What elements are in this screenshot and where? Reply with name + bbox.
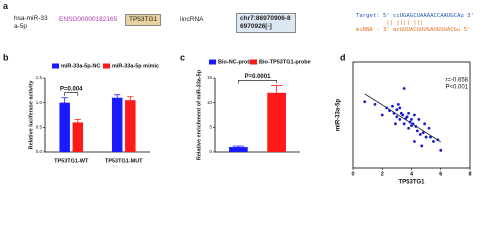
bar [125, 100, 136, 152]
page: {"panel_a": {"label": "a", "mirna": "hsa… [3, 1, 474, 186]
panel-label: c [180, 52, 185, 62]
fit-line [364, 93, 441, 143]
significance-bracket [64, 92, 79, 96]
y-tick-label: 0.0 [36, 149, 43, 154]
legend-label: Bio-NC-probe [218, 59, 254, 65]
legend-label: Bio-TP53TG1-probe [259, 59, 311, 65]
x-tick-label: 0 [351, 171, 354, 177]
point [439, 148, 443, 152]
y-tick-label: 15 [207, 75, 213, 80]
legend-label: miR-33a-5p mimic [112, 63, 159, 69]
point [398, 106, 402, 110]
target-seq: Target: 5' ccUGAGCUAAAACCAAUGCAu 3' [356, 13, 474, 19]
bar [111, 97, 123, 152]
point [395, 108, 399, 112]
bar [72, 122, 84, 152]
point [418, 133, 422, 136]
point [391, 104, 394, 108]
bar [59, 102, 70, 152]
point [429, 135, 432, 139]
point [421, 131, 425, 135]
bar [229, 147, 248, 152]
y-axis-label: Relative luciferase activity [28, 80, 34, 150]
point [415, 129, 419, 133]
y-tick-label: 1.5 [36, 75, 43, 80]
point [410, 118, 413, 121]
panel-label: a [3, 1, 9, 11]
point [424, 135, 428, 139]
x-tick-label: TP53TG1-WT [54, 158, 89, 164]
legend-swatch [209, 59, 216, 65]
annotation: P<0.001 [445, 85, 468, 91]
point [402, 122, 406, 126]
point [427, 126, 431, 130]
point [408, 120, 412, 124]
x-axis-label: TP53TG1 [398, 180, 425, 186]
point [407, 126, 410, 130]
pairing: || |||| ||| [356, 20, 424, 26]
point [417, 118, 421, 121]
point [380, 113, 384, 117]
point [432, 140, 435, 143]
legend-swatch [250, 59, 257, 65]
ensembl-id: ENSG00000182165 [59, 16, 118, 23]
biotype: lincRNA [180, 16, 204, 23]
point [388, 109, 391, 112]
point [395, 115, 399, 119]
point [392, 111, 396, 115]
point [385, 106, 389, 110]
mirna-name: hsa-miR-33a-5p [14, 15, 48, 30]
panel-label: b [3, 52, 9, 62]
annotation: r=-0.658 [445, 78, 468, 84]
significance-bracket [238, 80, 277, 84]
x-tick-label: 4 [410, 171, 414, 177]
point [363, 100, 367, 104]
mirna-seq: miRNA : 3' acGUUACGUUGAUGUUACGu 5' [356, 27, 471, 33]
point [394, 122, 397, 126]
bar [267, 92, 286, 152]
annotation: P=0.0001 [245, 74, 272, 80]
x-tick-label: 2 [381, 171, 384, 177]
point [402, 87, 406, 90]
point [413, 140, 416, 143]
y-axis-label: Relative enrichment of miR-33a-5p [196, 69, 202, 160]
y-tick-label: 1.0 [36, 100, 43, 105]
x-tick-label: TP53TG1-MUT [105, 158, 143, 164]
y-tick-label: 5 [209, 125, 212, 130]
point [405, 115, 409, 119]
point [414, 125, 418, 128]
panel-label: d [340, 52, 346, 62]
point [407, 111, 410, 115]
x-tick-label: 8 [468, 171, 471, 177]
point [423, 122, 427, 126]
gene-box: TP53TG1 [125, 14, 162, 26]
point [401, 113, 405, 117]
y-tick-label: 0 [209, 149, 212, 154]
y-axis-label: miR-33a-5p [336, 98, 342, 131]
location-box: chr7:86970906-86970926[-] [236, 13, 296, 33]
legend-swatch [103, 63, 110, 69]
point [411, 122, 415, 126]
point [373, 103, 377, 106]
y-tick-label: 10 [207, 100, 213, 105]
point [420, 144, 424, 148]
legend-label: miR-33a-5p-NC [61, 63, 100, 69]
annotation: P=0.004 [60, 86, 83, 92]
y-tick-label: 0.5 [36, 125, 43, 130]
x-tick-label: 6 [439, 171, 442, 177]
point [413, 113, 416, 117]
legend-swatch [52, 63, 59, 69]
point [436, 138, 440, 142]
point [396, 103, 400, 106]
point [398, 118, 402, 121]
